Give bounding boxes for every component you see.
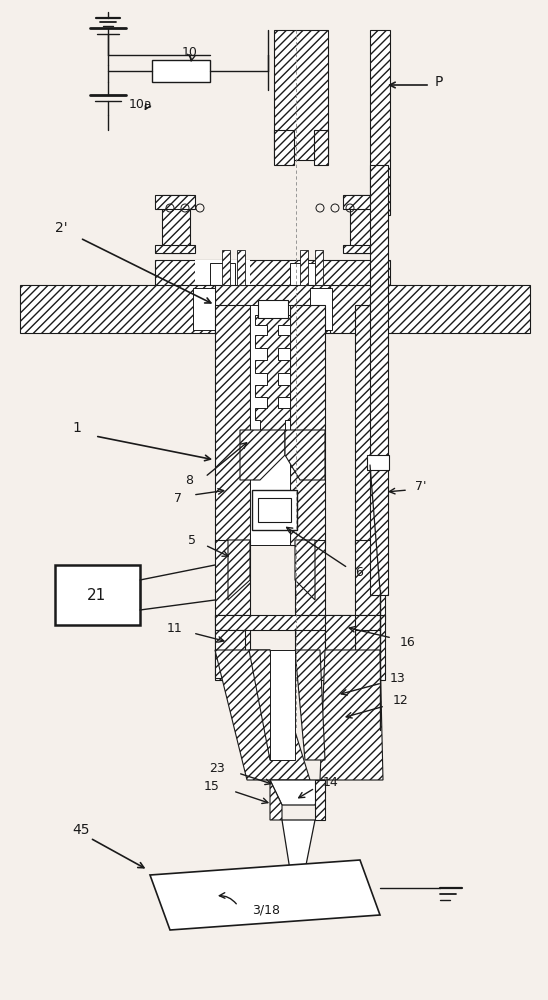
Text: 23: 23 — [209, 762, 225, 774]
Text: P: P — [435, 75, 443, 89]
Bar — [162, 195, 190, 253]
Bar — [195, 260, 250, 308]
Polygon shape — [270, 780, 282, 820]
Bar — [215, 540, 250, 620]
Bar — [330, 285, 530, 333]
Bar — [215, 630, 245, 678]
Bar — [300, 250, 308, 285]
Polygon shape — [295, 650, 325, 760]
Bar — [314, 130, 328, 165]
Text: 10a: 10a — [128, 99, 152, 111]
Bar — [250, 305, 290, 545]
Bar — [258, 300, 288, 318]
Bar — [355, 305, 385, 545]
Text: 16: 16 — [400, 637, 416, 650]
Bar — [155, 195, 195, 209]
Text: 21: 21 — [87, 587, 107, 602]
Bar — [355, 540, 385, 620]
Text: 7: 7 — [174, 491, 182, 504]
Text: 2': 2' — [55, 221, 67, 235]
Bar — [274, 130, 294, 165]
Polygon shape — [315, 780, 325, 820]
Polygon shape — [215, 650, 310, 780]
Bar — [20, 285, 215, 333]
Bar — [370, 165, 388, 595]
Polygon shape — [150, 860, 380, 930]
Bar — [325, 615, 355, 650]
Bar — [152, 60, 210, 82]
Text: 11: 11 — [166, 621, 182, 635]
Polygon shape — [249, 650, 290, 760]
Bar — [258, 498, 291, 522]
Bar — [290, 305, 325, 545]
Polygon shape — [295, 540, 315, 600]
Text: 14: 14 — [323, 776, 339, 790]
Text: 45: 45 — [72, 823, 89, 837]
Text: 5: 5 — [188, 534, 196, 546]
Polygon shape — [255, 315, 290, 430]
Polygon shape — [228, 540, 250, 600]
Bar — [215, 305, 250, 545]
Text: 6: 6 — [355, 566, 363, 580]
Bar — [355, 615, 385, 680]
Bar — [215, 615, 250, 680]
Text: 10: 10 — [182, 46, 198, 60]
Bar — [210, 263, 235, 305]
Text: 15: 15 — [204, 780, 220, 792]
Bar — [367, 455, 389, 470]
Bar — [343, 245, 383, 253]
Text: 7': 7' — [415, 481, 426, 493]
Text: 13: 13 — [390, 672, 406, 684]
Text: 3/18: 3/18 — [252, 904, 280, 916]
Polygon shape — [270, 780, 325, 805]
Polygon shape — [290, 870, 305, 890]
Bar — [295, 615, 325, 680]
Bar — [370, 30, 390, 215]
Bar — [193, 288, 215, 330]
Bar — [215, 285, 330, 333]
Bar — [237, 250, 245, 285]
Bar — [215, 615, 380, 630]
Text: 1: 1 — [72, 421, 81, 435]
Bar — [274, 30, 328, 160]
Bar — [310, 288, 332, 330]
Bar — [295, 540, 325, 620]
Bar — [222, 250, 230, 285]
Bar — [315, 250, 323, 285]
Polygon shape — [285, 430, 325, 480]
Bar — [350, 195, 378, 253]
Bar — [290, 263, 315, 305]
Polygon shape — [282, 820, 315, 870]
Polygon shape — [320, 650, 383, 780]
Bar — [155, 260, 390, 308]
Polygon shape — [240, 430, 285, 480]
Bar — [343, 195, 383, 209]
Bar — [155, 245, 195, 253]
Bar — [270, 650, 295, 760]
Text: 12: 12 — [393, 694, 409, 708]
Text: 8: 8 — [185, 475, 193, 488]
Bar — [252, 490, 297, 530]
Bar — [55, 565, 140, 625]
